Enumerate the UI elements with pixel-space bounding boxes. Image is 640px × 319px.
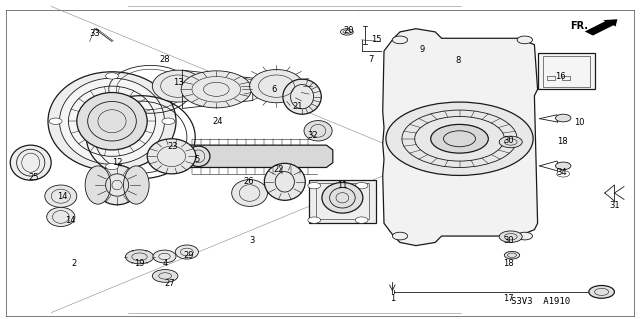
Text: 21: 21 <box>292 102 303 111</box>
Circle shape <box>106 163 118 170</box>
Circle shape <box>152 270 178 282</box>
Text: 27: 27 <box>164 279 175 288</box>
Text: 20: 20 <box>344 26 354 35</box>
Circle shape <box>504 251 520 259</box>
Circle shape <box>162 118 175 124</box>
Circle shape <box>499 136 522 148</box>
Text: 9: 9 <box>420 45 425 54</box>
Text: 23: 23 <box>168 142 178 151</box>
Ellipse shape <box>147 139 196 174</box>
Circle shape <box>431 124 488 153</box>
Ellipse shape <box>60 78 164 164</box>
Ellipse shape <box>181 71 252 108</box>
Ellipse shape <box>95 165 140 205</box>
Circle shape <box>499 231 522 242</box>
Circle shape <box>308 182 321 189</box>
Bar <box>538 53 595 89</box>
Text: 10: 10 <box>574 118 584 127</box>
Text: 4: 4 <box>163 259 168 268</box>
Circle shape <box>355 217 368 223</box>
Text: 30: 30 <box>504 236 514 245</box>
Circle shape <box>308 217 321 223</box>
Text: 7: 7 <box>369 55 374 63</box>
Circle shape <box>392 36 408 44</box>
Ellipse shape <box>45 185 77 207</box>
Text: 29: 29 <box>184 251 194 260</box>
Bar <box>562 76 570 80</box>
Text: 16: 16 <box>555 72 565 81</box>
Ellipse shape <box>77 93 147 150</box>
Text: 1: 1 <box>390 294 395 303</box>
Ellipse shape <box>85 166 111 204</box>
Text: 11: 11 <box>337 181 348 189</box>
Ellipse shape <box>124 166 149 204</box>
Text: 22: 22 <box>273 165 284 174</box>
Circle shape <box>556 162 571 170</box>
Circle shape <box>556 114 571 122</box>
Circle shape <box>355 182 368 189</box>
Bar <box>547 76 555 80</box>
Text: 19: 19 <box>134 259 145 268</box>
Text: 30: 30 <box>504 136 514 145</box>
Text: 14: 14 <box>58 192 68 201</box>
Ellipse shape <box>264 163 305 200</box>
Ellipse shape <box>322 182 363 213</box>
Text: 34: 34 <box>557 168 567 177</box>
Ellipse shape <box>304 121 332 141</box>
Text: 25: 25 <box>28 173 38 182</box>
Text: 6: 6 <box>271 85 276 94</box>
Ellipse shape <box>48 72 176 171</box>
Text: 17: 17 <box>504 294 514 303</box>
Circle shape <box>517 232 532 240</box>
Circle shape <box>125 250 154 264</box>
Text: 12: 12 <box>112 158 122 167</box>
Ellipse shape <box>47 207 75 226</box>
Ellipse shape <box>232 180 268 206</box>
Text: 14: 14 <box>65 216 76 225</box>
Ellipse shape <box>175 245 198 259</box>
Polygon shape <box>383 29 538 246</box>
Text: 26: 26 <box>243 177 253 186</box>
Bar <box>316 183 369 219</box>
Ellipse shape <box>153 250 176 263</box>
Text: 32: 32 <box>307 131 317 140</box>
Bar <box>309 180 376 223</box>
Text: S3V3  A1910: S3V3 A1910 <box>511 297 570 306</box>
Circle shape <box>106 73 118 79</box>
Text: 18: 18 <box>504 259 514 268</box>
Circle shape <box>589 286 614 298</box>
Text: 15: 15 <box>371 35 381 44</box>
Text: 18: 18 <box>557 137 567 146</box>
Text: 13: 13 <box>173 78 183 87</box>
Circle shape <box>517 36 532 44</box>
Text: 28: 28 <box>160 55 170 63</box>
Circle shape <box>386 102 533 175</box>
Text: 24: 24 <box>212 117 223 126</box>
Ellipse shape <box>10 145 51 180</box>
Text: 31: 31 <box>609 201 620 210</box>
Circle shape <box>414 47 431 55</box>
FancyArrow shape <box>585 19 618 35</box>
Ellipse shape <box>250 70 303 103</box>
Text: 3: 3 <box>249 236 254 245</box>
Ellipse shape <box>187 146 210 167</box>
Ellipse shape <box>152 70 204 102</box>
Text: 5: 5 <box>195 155 200 164</box>
Text: FR.: FR. <box>570 20 588 31</box>
Text: 2: 2 <box>71 259 76 268</box>
Circle shape <box>49 118 62 124</box>
Text: 8: 8 <box>455 56 460 65</box>
Circle shape <box>392 232 408 240</box>
Ellipse shape <box>283 79 321 114</box>
Bar <box>543 56 590 87</box>
Polygon shape <box>176 145 333 167</box>
Text: 33: 33 <box>90 29 100 38</box>
